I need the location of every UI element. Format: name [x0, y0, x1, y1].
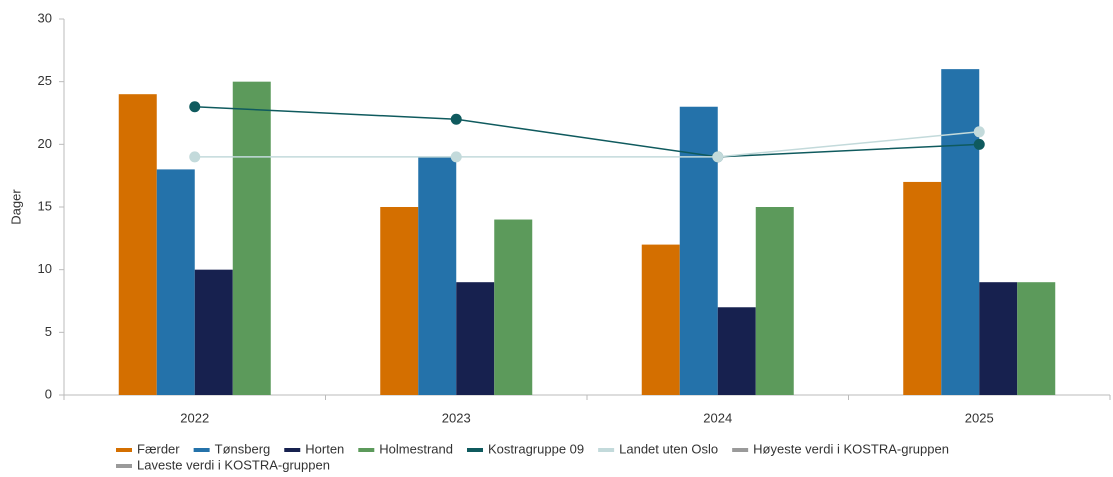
- line: [194, 105, 980, 158]
- line-point: [712, 151, 724, 163]
- bar: [380, 207, 419, 395]
- legend-label: Holmestrand: [379, 441, 453, 456]
- bar: [903, 181, 942, 395]
- line-point: [189, 101, 201, 113]
- bar: [755, 207, 794, 395]
- x-tick-label: 2023: [442, 410, 471, 425]
- legend-label: Kostragruppe 09: [488, 441, 584, 456]
- bar: [1017, 282, 1056, 395]
- x-tick-label: 2025: [965, 410, 994, 425]
- y-tick-label: 30: [38, 10, 52, 25]
- line-point: [973, 138, 985, 150]
- legend-label: Høyeste verdi i KOSTRA-gruppen: [753, 441, 949, 456]
- bar: [232, 81, 271, 396]
- y-axis-label: Dager: [8, 189, 23, 225]
- bar: [494, 219, 533, 395]
- bar: [979, 282, 1018, 395]
- bar: [118, 94, 157, 395]
- bar: [456, 282, 495, 395]
- line-point: [450, 151, 462, 163]
- line-point: [450, 113, 462, 125]
- y-tick-label: 15: [38, 198, 52, 213]
- legend-label: Laveste verdi i KOSTRA-gruppen: [137, 457, 330, 472]
- x-tick-label: 2022: [180, 410, 209, 425]
- bar: [941, 69, 980, 395]
- legend-label: Færder: [137, 441, 180, 456]
- y-tick-label: 20: [38, 136, 52, 151]
- legend-label: Tønsberg: [215, 441, 271, 456]
- legend-label: Landet uten Oslo: [619, 441, 718, 456]
- bar: [641, 244, 680, 395]
- line-point: [973, 126, 985, 138]
- y-tick-label: 10: [38, 261, 52, 276]
- y-tick-label: 5: [45, 324, 52, 339]
- bar: [679, 106, 718, 395]
- line-point: [189, 151, 201, 163]
- legend-label: Horten: [305, 441, 344, 456]
- bar: [717, 307, 756, 395]
- bar: [418, 156, 457, 395]
- line: [194, 131, 980, 158]
- y-tick-label: 0: [45, 386, 52, 401]
- y-tick-label: 25: [38, 73, 52, 88]
- bar: [156, 169, 195, 395]
- bar: [194, 269, 233, 395]
- x-tick-label: 2024: [703, 410, 732, 425]
